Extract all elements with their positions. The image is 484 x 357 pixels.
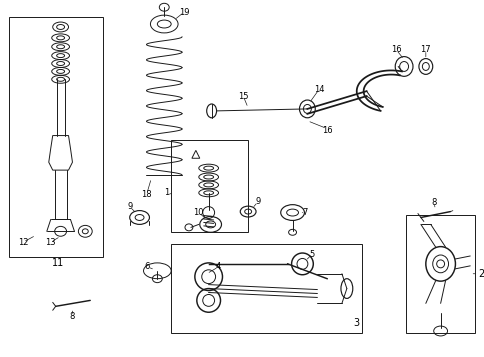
Text: 2: 2 [477, 269, 484, 279]
Text: 6: 6 [145, 262, 150, 271]
Text: 1: 1 [164, 188, 169, 197]
Text: 4: 4 [215, 262, 221, 271]
Text: 18: 18 [141, 190, 151, 199]
Text: 11: 11 [51, 258, 63, 268]
Text: 17: 17 [420, 45, 430, 54]
Text: 3: 3 [353, 318, 359, 328]
Text: 16: 16 [321, 126, 332, 135]
Text: 5: 5 [309, 250, 314, 258]
Bar [171, 141, 248, 232]
Bar [405, 215, 474, 333]
Text: 7: 7 [302, 208, 307, 217]
Text: 12: 12 [18, 238, 28, 247]
Bar [171, 244, 361, 333]
Text: 13: 13 [45, 238, 56, 247]
Text: 19: 19 [179, 8, 189, 17]
Text: 10: 10 [193, 208, 204, 217]
Text: 8: 8 [70, 312, 75, 321]
Bar [9, 17, 103, 257]
Text: 9: 9 [127, 202, 132, 211]
Text: 8: 8 [430, 198, 436, 207]
Text: 15: 15 [238, 92, 248, 101]
Text: 16: 16 [390, 45, 401, 54]
Text: 9: 9 [255, 197, 260, 206]
Text: 14: 14 [313, 85, 324, 94]
